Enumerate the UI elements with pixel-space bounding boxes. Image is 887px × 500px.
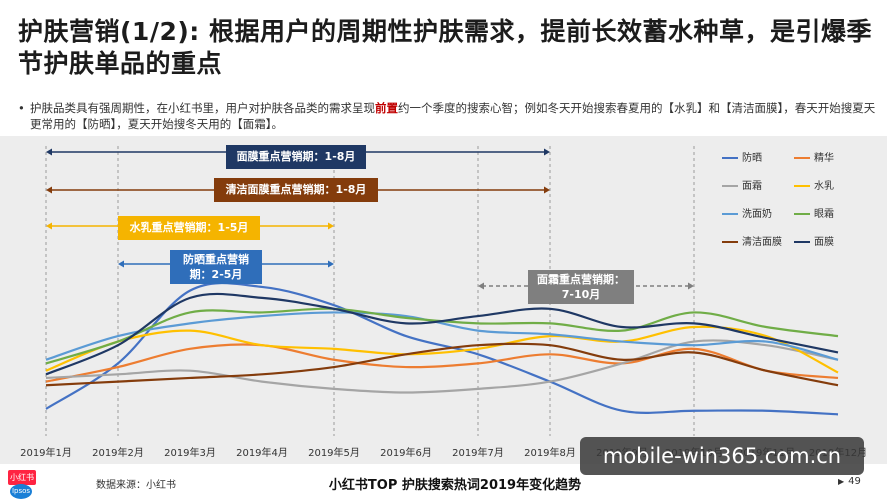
legend-swatch — [794, 213, 810, 215]
bullet-after: 约一个季度的搜索心智；例如冬天开始搜索春夏用的【水乳】和【清洁面膜】，春天开始搜… — [30, 101, 876, 131]
series-line-7 — [45, 292, 839, 376]
water-lotion-period-label: 水乳重点营销期：1-5月 — [118, 216, 260, 240]
legend-label: 清洁面膜 — [742, 237, 782, 248]
legend-item-1: 精华 — [794, 152, 834, 166]
period-arrowhead-right-0 — [544, 148, 550, 156]
legend-swatch — [722, 185, 738, 187]
x-tick-label-7: 2019年8月 — [524, 446, 576, 459]
clean-mask-period-label: 清洁面膜重点营销期：1-8月 — [214, 178, 378, 202]
period-arrowhead-left-2 — [46, 222, 52, 230]
series-line-6 — [45, 342, 839, 387]
period-arrowhead-right-1 — [544, 186, 550, 194]
bullet-before: 护肤品类具有强周期性，在小红书里，用户对护肤各品类的需求呈现 — [30, 101, 375, 115]
chart-caption: 小红书TOP 护肤搜索热词2019年变化趋势 — [328, 478, 582, 493]
series-line-3 — [45, 325, 839, 374]
bullet-body: 护肤品类具有强周期性，在小红书里，用户对护肤各品类的需求呈现前置约一个季度的搜索… — [18, 100, 878, 132]
x-tick-label-4: 2019年5月 — [308, 446, 360, 459]
trend-line-chart: 2019年1月 2019年2月 2019年3月 2019年4月 2019年5月 2019年… — [20, 146, 867, 459]
cream-period-label: 面霜重点营销期：7-10月 — [528, 270, 634, 304]
legend-item-5: 眼霜 — [794, 208, 834, 222]
bullet-dot: • — [18, 101, 25, 115]
legend-label: 防晒 — [742, 153, 762, 164]
period-arrowhead-left-0 — [46, 148, 52, 156]
ipsos-logo: Ipsos — [10, 484, 32, 499]
period-arrowhead-left-4 — [478, 282, 484, 290]
legend-swatch — [794, 241, 810, 243]
mask-period-label: 面膜重点营销期：1-8月 — [226, 145, 366, 169]
period-arrowhead-left-1 — [46, 186, 52, 194]
x-tick-label-0: 2019年1月 — [20, 446, 72, 459]
page-number-value: 49 — [848, 476, 861, 487]
legend-swatch — [722, 213, 738, 215]
legend-label: 洗面奶 — [742, 209, 772, 220]
x-tick-label-6: 2019年7月 — [452, 446, 504, 459]
bullet-text: • 护肤品类具有强周期性，在小红书里，用户对护肤各品类的需求呈现前置约一个季度的… — [18, 100, 878, 132]
data-source: 数据来源：小红书 — [96, 480, 176, 491]
legend-label: 面膜 — [814, 237, 834, 248]
series-line-4 — [45, 311, 839, 361]
legend-label: 水乳 — [814, 181, 834, 192]
legend-swatch — [794, 157, 810, 159]
watermark: mobile-win365.com.cn — [580, 437, 864, 475]
legend-swatch — [722, 157, 738, 159]
legend-item-0: 防晒 — [722, 152, 762, 166]
legend-item-2: 面霜 — [722, 180, 762, 194]
legend-item-6: 清洁面膜 — [722, 236, 782, 250]
legend-item-4: 洗面奶 — [722, 208, 772, 222]
x-tick-label-2: 2019年3月 — [164, 446, 216, 459]
series-line-1 — [45, 343, 839, 383]
legend-swatch — [722, 241, 738, 243]
legend-item-7: 面膜 — [794, 236, 834, 250]
legend-label: 精华 — [814, 153, 834, 164]
slide-title: 护肤营销(1/2): 根据用户的周期性护肤需求，提前长效蓄水种草，是引爆季节护肤… — [18, 17, 872, 78]
legend-label: 眼霜 — [814, 209, 834, 220]
sunscreen-period-label: 防晒重点营销期：2-5月 — [170, 250, 262, 284]
period-arrowhead-right-3 — [328, 260, 334, 268]
period-arrowhead-left-3 — [118, 260, 124, 268]
legend-swatch — [794, 185, 810, 187]
legend-item-3: 水乳 — [794, 180, 834, 194]
page-number: ▶ 49 — [838, 476, 861, 487]
period-arrowhead-right-4 — [688, 282, 694, 290]
play-triangle-icon: ▶ — [838, 477, 845, 486]
period-arrowhead-right-2 — [328, 222, 334, 230]
x-tick-label-1: 2019年2月 — [92, 446, 144, 459]
x-tick-label-3: 2019年4月 — [236, 446, 288, 459]
x-tick-label-5: 2019年6月 — [380, 446, 432, 459]
legend-label: 面霜 — [742, 181, 762, 192]
bullet-highlight: 前置 — [375, 101, 398, 115]
xiaohongshu-logo: 小红书 — [8, 470, 36, 485]
series-line-2 — [45, 339, 839, 394]
